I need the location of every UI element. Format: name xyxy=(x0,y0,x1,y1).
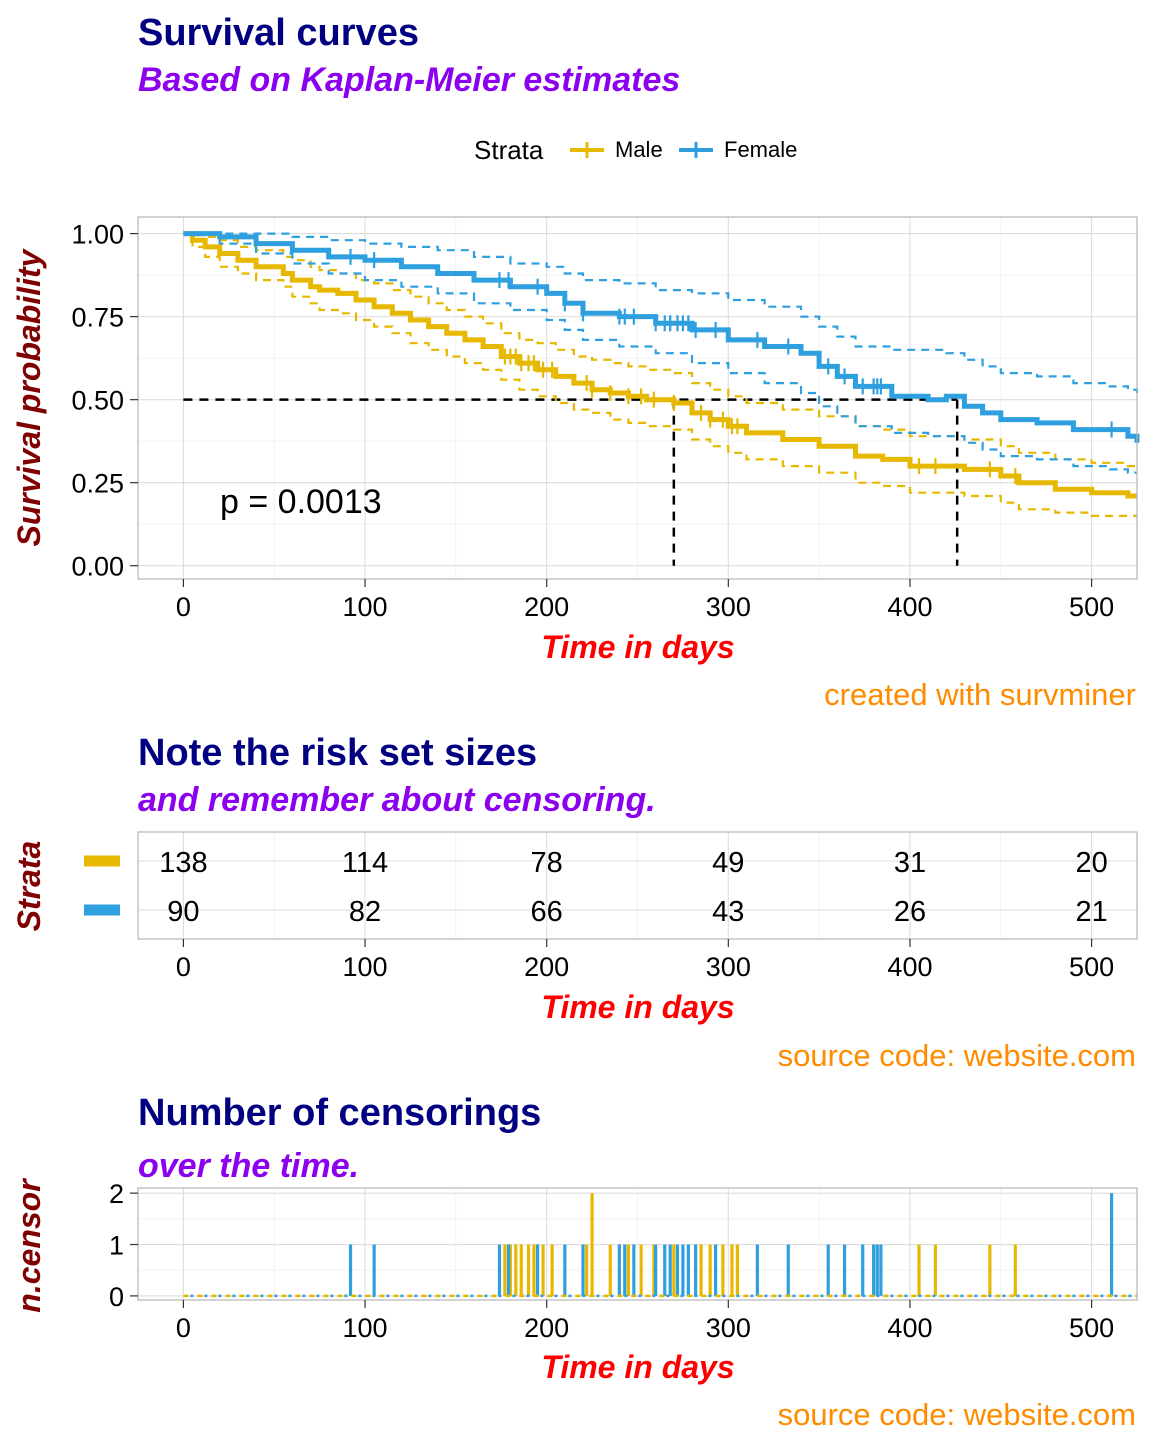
legend-male-label: Male xyxy=(615,137,663,162)
x-tick-label: 300 xyxy=(706,592,751,622)
male-risk-count: 78 xyxy=(531,847,563,879)
survival-curves xyxy=(183,231,1140,499)
risk-x-label: Time in days xyxy=(541,989,734,1025)
female-ci-upper xyxy=(183,232,1139,393)
female-survival-curve xyxy=(183,231,1140,443)
median-lines xyxy=(183,398,959,566)
female-ci-lower xyxy=(183,232,1137,474)
male-risk-count: 31 xyxy=(894,847,926,879)
risk-y-label: Strata xyxy=(11,841,47,932)
censor-y-ticks: 0 1 2 xyxy=(109,1179,138,1312)
x-tick-label: 0 xyxy=(176,1313,191,1343)
p-value: p = 0.0013 xyxy=(220,483,382,521)
x-tick-label: 100 xyxy=(343,592,388,622)
x-tick-label: 200 xyxy=(524,592,569,622)
female-risk-count: 66 xyxy=(531,896,563,928)
risk-grid xyxy=(138,832,1137,939)
y-tick-label: 2 xyxy=(109,1179,124,1209)
y-tick-label: 1 xyxy=(109,1231,124,1261)
x-tick-label: 400 xyxy=(887,1313,932,1343)
female-risk-count: 43 xyxy=(712,896,744,928)
risk-x-ticks: 0 100 200 300 400 500 xyxy=(176,939,1114,982)
x-tick-label: 0 xyxy=(176,952,191,982)
female-risk-count: 26 xyxy=(894,896,926,928)
male-risk-count: 138 xyxy=(159,847,207,879)
male-ci-lower xyxy=(183,232,1137,517)
censor-grid xyxy=(138,1188,1137,1300)
x-tick-label: 500 xyxy=(1069,952,1114,982)
censor-panel: Number of censorings over the time. 012 … xyxy=(11,1092,1138,1432)
x-tick-label: 300 xyxy=(706,952,751,982)
censor-bars xyxy=(348,1193,1114,1296)
risk-numbers: 138 114 78 49 31 20 90 82 66 43 26 21 xyxy=(159,847,1108,928)
survival-x-ticks: 0 100 200 300 400 500 xyxy=(176,579,1114,622)
female-risk-count: 90 xyxy=(167,896,199,928)
censor-x-label: Time in days xyxy=(541,1349,734,1385)
confidence-bands xyxy=(183,232,1139,517)
survival-y-ticks: 0.00 0.25 0.50 0.75 1.00 xyxy=(71,220,138,582)
risk-title: Note the risk set sizes xyxy=(138,732,537,774)
female-risk-count: 82 xyxy=(349,896,381,928)
risk-caption: source code: website.com xyxy=(778,1038,1136,1073)
y-tick-label: 0.00 xyxy=(71,552,124,582)
x-tick-label: 300 xyxy=(706,1313,751,1343)
survival-subtitle: Based on Kaplan-Meier estimates xyxy=(138,61,680,99)
survival-legend: Strata Male Female xyxy=(474,135,797,165)
survival-y-label: Survival probability xyxy=(11,247,47,546)
y-tick-label: 0 xyxy=(109,1282,124,1312)
y-tick-label: 0.75 xyxy=(71,303,124,333)
male-risk-count: 49 xyxy=(712,847,744,879)
survival-caption: created with survminer xyxy=(824,677,1136,712)
x-tick-label: 100 xyxy=(343,952,388,982)
censor-subtitle: over the time. xyxy=(138,1147,359,1185)
male-survival-curve xyxy=(183,231,1137,499)
male-risk-count: 20 xyxy=(1075,847,1107,879)
x-tick-label: 0 xyxy=(176,592,191,622)
x-tick-label: 200 xyxy=(524,1313,569,1343)
censor-caption: source code: website.com xyxy=(778,1397,1136,1432)
y-tick-label: 0.25 xyxy=(71,469,124,499)
x-tick-label: 100 xyxy=(343,1313,388,1343)
x-tick-label: 200 xyxy=(524,952,569,982)
risk-subtitle: and remember about censoring. xyxy=(138,781,656,819)
x-tick-label: 500 xyxy=(1069,1313,1114,1343)
y-tick-label: 0.50 xyxy=(71,386,124,416)
survival-x-label: Time in days xyxy=(541,629,734,665)
censor-x-ticks: 0 100 200 300 400 500 xyxy=(176,1300,1114,1343)
censor-y-label: n.censor xyxy=(11,1178,47,1313)
survival-panel: Survival curves Based on Kaplan-Meier es… xyxy=(11,12,1140,712)
y-tick-label: 1.00 xyxy=(71,220,124,250)
survival-title: Survival curves xyxy=(138,12,419,54)
risk-plot-border xyxy=(137,831,1138,940)
legend-female-label: Female xyxy=(724,137,797,162)
risk-panel: Note the risk set sizes and remember abo… xyxy=(11,732,1138,1073)
censor-title: Number of censorings xyxy=(138,1092,541,1134)
survival-plot-border xyxy=(137,216,1138,580)
male-ci-upper xyxy=(183,232,1137,468)
censor-marks xyxy=(349,248,1113,485)
legend-title: Strata xyxy=(474,135,544,165)
male-risk-count: 114 xyxy=(342,847,388,879)
female-risk-count: 21 xyxy=(1075,896,1107,928)
x-tick-label: 400 xyxy=(887,592,932,622)
x-tick-label: 400 xyxy=(887,952,932,982)
x-tick-label: 500 xyxy=(1069,592,1114,622)
